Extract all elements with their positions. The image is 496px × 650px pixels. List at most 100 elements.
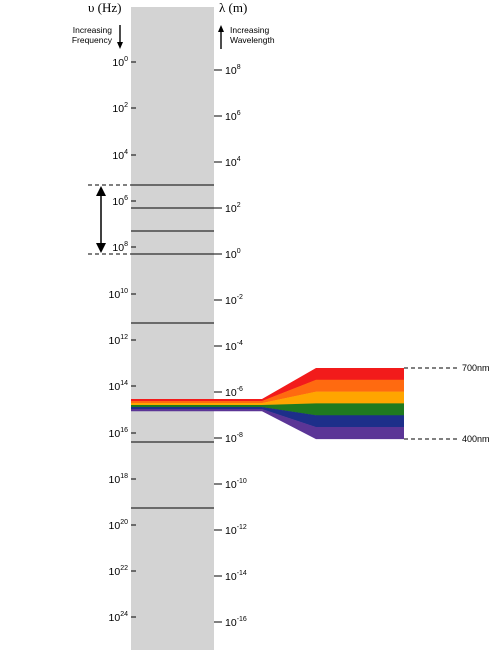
- wavelength-tick-exponent: 8: [237, 64, 241, 71]
- frequency-tick-base: 10: [112, 57, 124, 69]
- increasing-frequency-line2: Frequency: [72, 35, 113, 45]
- wavelength-tick-base: 10: [225, 571, 237, 583]
- region-boundaries: [131, 184, 214, 509]
- frequency-tick-exponent: 4: [124, 149, 128, 156]
- wavelength-tick-exponent: -10: [237, 478, 247, 485]
- arrow-down-icon: [96, 243, 106, 253]
- wavelength-header: λ (m): [219, 0, 247, 15]
- frequency-tick-label: 1016: [109, 427, 129, 440]
- wavelength-tick-base: 10: [225, 111, 237, 123]
- frequency-tick-exponent: 24: [120, 611, 128, 618]
- wavelength-tick-label: 106: [225, 110, 241, 123]
- frequency-axis: 1001021041061081010101210141016101810201…: [109, 56, 136, 624]
- wavelength-tick-exponent: 0: [237, 248, 241, 255]
- wavelength-tick-label: 10-16: [225, 616, 247, 629]
- increasing-frequency-line1: Increasing: [73, 25, 112, 35]
- visible-band-blue: [131, 407, 404, 428]
- wavelength-tick-base: 10: [225, 433, 237, 445]
- wavelength-tick-base: 10: [225, 249, 237, 261]
- frequency-tick-label: 1018: [109, 473, 129, 486]
- increasing-wavelength-line1: Increasing: [230, 25, 269, 35]
- wavelength-tick-exponent: 6: [237, 110, 241, 117]
- spectrum-band: [131, 7, 214, 650]
- frequency-tick-exponent: 22: [120, 565, 128, 572]
- wavelength-tick-label: 102: [225, 202, 241, 215]
- wavelength-tick-exponent: -2: [237, 294, 243, 301]
- wavelength-tick-label: 10-12: [225, 524, 247, 537]
- frequency-tick-base: 10: [109, 428, 121, 440]
- visible-light-fan: [131, 368, 404, 440]
- wavelength-tick-label: 10-4: [225, 340, 243, 353]
- frequency-header: υ (Hz): [88, 0, 122, 15]
- frequency-tick-label: 106: [112, 195, 128, 208]
- frequency-tick-exponent: 0: [124, 56, 128, 63]
- arrow-up-icon: [218, 25, 224, 32]
- frequency-tick-exponent: 6: [124, 195, 128, 202]
- frequency-tick-label: 1010: [109, 288, 129, 301]
- frequency-tick-base: 10: [109, 612, 121, 624]
- wavelength-tick-base: 10: [225, 341, 237, 353]
- frequency-tick-base: 10: [109, 289, 121, 301]
- visible-band-orange: [131, 379, 404, 404]
- arrow-up-icon: [96, 186, 106, 196]
- wavelength-tick-label: 10-10: [225, 478, 247, 491]
- wavelength-tick-label: 108: [225, 64, 241, 77]
- frequency-tick-exponent: 20: [120, 519, 128, 526]
- frequency-tick-exponent: 10: [120, 288, 128, 295]
- frequency-tick-label: 1024: [109, 611, 129, 624]
- wavelength-tick-base: 10: [225, 203, 237, 215]
- frequency-tick-exponent: 14: [120, 380, 128, 387]
- frequency-tick-label: 1012: [109, 334, 129, 347]
- wavelength-tick-exponent: -4: [237, 340, 243, 347]
- frequency-tick-base: 10: [109, 566, 121, 578]
- frequency-tick-base: 10: [112, 150, 124, 162]
- wavelength-tick-label: 100: [225, 248, 241, 261]
- wavelength-tick-base: 10: [225, 525, 237, 537]
- wavelength-tick-exponent: -16: [237, 616, 247, 623]
- label-400nm: 400nm: [462, 434, 490, 444]
- wavelength-tick-label: 10-8: [225, 432, 243, 445]
- wavelength-tick-exponent: 2: [237, 202, 241, 209]
- wavelength-tick-label: 10-6: [225, 386, 243, 399]
- frequency-tick-exponent: 12: [120, 334, 128, 341]
- frequency-tick-label: 104: [112, 149, 128, 162]
- wavelength-tick-label: 104: [225, 156, 241, 169]
- arrow-down-icon: [117, 42, 123, 49]
- frequency-tick-base: 10: [109, 381, 121, 393]
- wavelength-tick-label: 10-14: [225, 570, 247, 583]
- frequency-tick-label: 100: [112, 56, 128, 69]
- wavelength-tick-base: 10: [225, 387, 237, 399]
- increasing-wavelength-line2: Wavelength: [230, 35, 275, 45]
- frequency-tick-label: 1014: [109, 380, 129, 393]
- wavelength-tick-base: 10: [225, 65, 237, 77]
- frequency-tick-label: 108: [112, 241, 128, 254]
- frequency-tick-base: 10: [112, 103, 124, 115]
- label-700nm: 700nm: [462, 363, 490, 373]
- wavelength-tick-base: 10: [225, 479, 237, 491]
- wavelength-tick-base: 10: [225, 157, 237, 169]
- wavelength-tick-exponent: -6: [237, 386, 243, 393]
- wavelength-tick-exponent: -14: [237, 570, 247, 577]
- wavelength-tick-base: 10: [225, 617, 237, 629]
- wavelength-tick-exponent: -8: [237, 432, 243, 439]
- frequency-tick-base: 10: [112, 196, 124, 208]
- wavelength-tick-exponent: 4: [237, 156, 241, 163]
- range-indicator: [88, 184, 131, 255]
- frequency-tick-base: 10: [109, 520, 121, 532]
- wavelength-tick-exponent: -12: [237, 524, 247, 531]
- frequency-tick-label: 1020: [109, 519, 129, 532]
- frequency-tick-label: 1022: [109, 565, 129, 578]
- frequency-tick-exponent: 2: [124, 102, 128, 109]
- visible-band-violet: [131, 409, 404, 440]
- frequency-tick-exponent: 16: [120, 427, 128, 434]
- wavelength-tick-label: 10-2: [225, 294, 243, 307]
- frequency-tick-base: 10: [112, 242, 124, 254]
- visible-band-red: [131, 368, 404, 402]
- visible-band-green: [131, 403, 404, 416]
- frequency-tick-base: 10: [109, 474, 121, 486]
- frequency-tick-exponent: 8: [124, 241, 128, 248]
- wavelength-axis: 10810610410210010-210-410-610-810-1010-1…: [214, 64, 247, 629]
- frequency-tick-base: 10: [109, 335, 121, 347]
- frequency-tick-exponent: 18: [120, 473, 128, 480]
